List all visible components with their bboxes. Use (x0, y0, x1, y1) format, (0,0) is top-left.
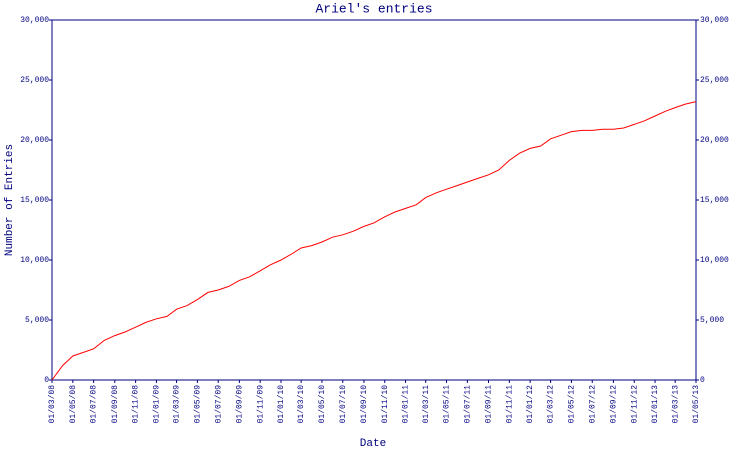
x-tick-label: 01/09/09 (235, 385, 244, 424)
x-tick-label: 01/03/09 (173, 385, 182, 424)
y-tick-label: 20,000 (20, 136, 49, 145)
y-tick-label: 0 (44, 376, 49, 385)
y-tick-label: 10,000 (20, 256, 49, 265)
x-tick-label: 01/09/12 (610, 385, 619, 424)
x-tick-label: 01/09/08 (111, 385, 120, 424)
x-tick-label: 01/11/10 (381, 385, 390, 424)
y-tick-label: 5,000 (25, 316, 49, 325)
x-tick-label: 01/03/08 (48, 385, 57, 424)
data-line (51, 101, 697, 381)
x-tick-label: 01/03/11 (422, 385, 431, 424)
x-tick-label: 01/05/12 (568, 385, 577, 424)
x-tick-label: 01/05/13 (692, 385, 701, 424)
plot-frame (51, 19, 697, 381)
y2-tick-label: 25,000 (700, 76, 729, 85)
x-tick-label: 01/09/11 (485, 385, 494, 424)
y-tick-label: 15,000 (20, 196, 49, 205)
y2-tick-label: 15,000 (700, 196, 729, 205)
y2-tick-label: 0 (700, 376, 705, 385)
x-tick-label: 01/07/10 (339, 385, 348, 424)
y-axis-label: Number of Entries (4, 144, 16, 256)
x-tick-label: 01/05/10 (318, 385, 327, 424)
x-axis-label: Date (360, 438, 386, 450)
x-tick-label: 01/05/09 (193, 385, 202, 424)
chart-title: Ariel's entries (315, 1, 432, 16)
y2-tick-label: 30,000 (700, 16, 729, 25)
y-tick-label: 25,000 (20, 76, 49, 85)
x-tick-label: 01/09/10 (360, 385, 369, 424)
x-tick-label: 01/07/11 (463, 385, 472, 424)
x-tick-label: 01/01/09 (153, 385, 162, 424)
x-tick-label: 01/11/08 (132, 385, 141, 424)
x-tick-label: 01/11/11 (505, 385, 514, 424)
x-tick-label: 01/07/08 (90, 385, 99, 424)
x-tick-label: 01/01/11 (402, 385, 411, 424)
x-tick-label: 01/05/11 (443, 385, 452, 424)
x-tick-label: 01/11/12 (630, 385, 639, 424)
x-tick-label: 01/01/13 (651, 385, 660, 424)
x-tick-label: 01/05/08 (69, 385, 78, 424)
x-tick-label: 01/11/09 (256, 385, 265, 424)
x-tick-label: 01/03/10 (297, 385, 306, 424)
x-tick-label: 01/07/12 (588, 385, 597, 424)
x-tick-label: 01/03/12 (547, 385, 556, 424)
y2-tick-label: 20,000 (700, 136, 729, 145)
x-tick-label: 01/01/12 (526, 385, 535, 424)
x-tick-label: 01/01/10 (277, 385, 286, 424)
y2-tick-label: 10,000 (700, 256, 729, 265)
x-tick-label: 01/03/13 (671, 385, 680, 424)
y-tick-label: 30,000 (20, 16, 49, 25)
y2-tick-label: 5,000 (700, 316, 724, 325)
x-tick-label: 01/07/09 (214, 385, 223, 424)
